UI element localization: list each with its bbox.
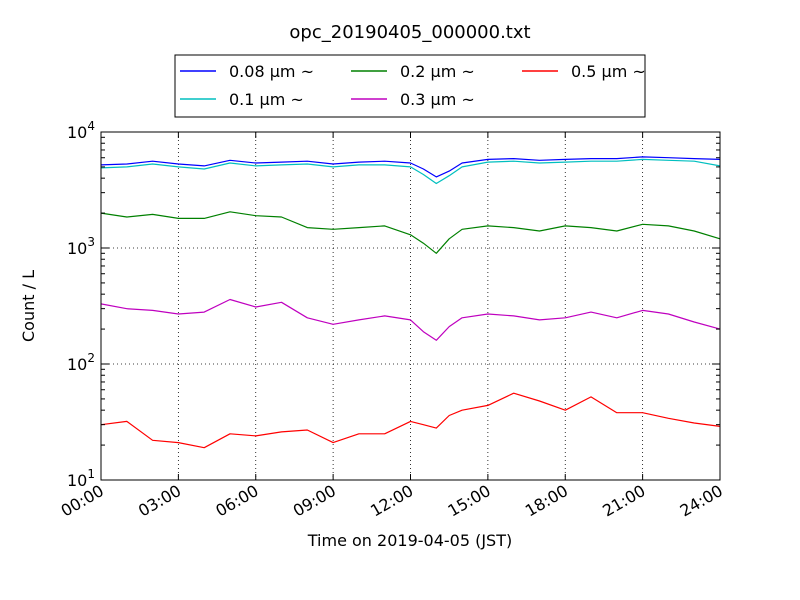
y-tick-label: 101 [67,467,95,490]
x-axis-label: Time on 2019-04-05 (JST) [307,531,512,550]
x-axis: 00:00 03:00 06:00 09:00 12:00 15:00 18:00 21:00… [58,132,726,521]
series-layer [100,156,721,449]
series-line [100,211,721,254]
legend-label: 0.2 μm ~ [400,62,475,81]
series-line [100,392,721,449]
x-tick-label: 12:00 [367,481,416,521]
x-tick-label: 03:00 [135,481,184,521]
series-line [100,156,721,178]
y-tick-label: 102 [67,351,95,374]
y-axis: 101 102 103 104 [67,119,720,490]
legend-label: 0.08 μm ~ [229,62,314,81]
grid [101,132,720,480]
series-line [100,298,721,341]
series-line [100,158,721,185]
y-tick-label: 103 [67,235,95,258]
y-axis-label: Count / L [19,270,38,342]
legend-label: 0.1 μm ~ [229,90,304,109]
chart-title: opc_20190405_000000.txt [289,22,530,43]
legend-label: 0.5 μm ~ [571,62,646,81]
x-tick-label: 18:00 [522,481,571,521]
x-tick-label: 21:00 [599,481,648,521]
x-tick-label: 06:00 [212,481,261,521]
x-tick-label: 15:00 [444,481,493,521]
legend-label: 0.3 μm ~ [400,90,475,109]
x-tick-label: 24:00 [677,481,726,521]
legend-box [174,54,646,118]
legend: 0.08 μm ~ 0.1 μm ~ 0.2 μm ~ 0.3 μm ~ 0.5 μm … [174,54,646,118]
y-tick-label: 104 [67,119,95,142]
x-tick-label: 09:00 [290,481,339,521]
